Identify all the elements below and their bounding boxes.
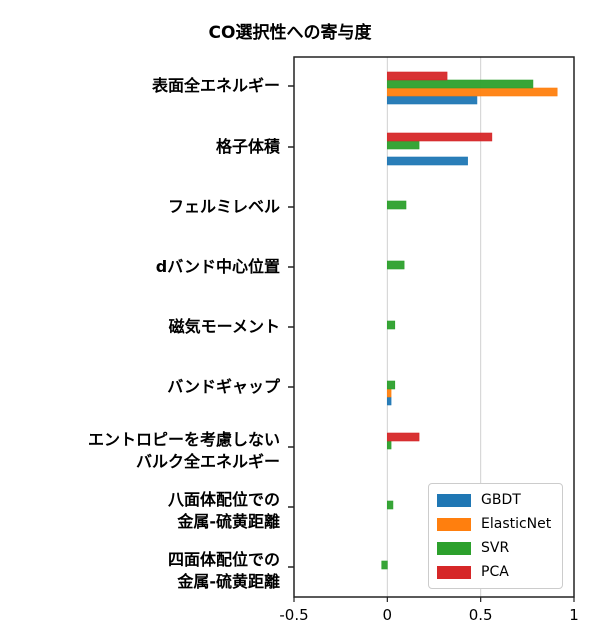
bar-gbdt [387, 95, 478, 105]
bar-svr [387, 320, 396, 330]
y-tick-label-line: dバンド中心位置 [155, 257, 280, 276]
y-tick-label-line: 格子体積 [215, 137, 280, 156]
y-tick-label-line: 四面体配位での [167, 550, 280, 569]
legend-swatch [437, 565, 471, 579]
legend-swatch [437, 493, 471, 507]
y-tick-label-line: バンドギャップ [167, 377, 280, 396]
y-tick-label-line: 表面全エネルギー [151, 76, 280, 95]
bar-pca [387, 432, 420, 442]
legend-item-svr: SVR [437, 538, 509, 558]
legend-label: SVR [481, 540, 510, 556]
bar-svr [387, 440, 392, 450]
x-tick-label: 0.5 [468, 606, 493, 624]
bar-svr [387, 140, 420, 150]
legend-item-gbdt: GBDT [437, 490, 521, 510]
bar-elasticnet [387, 87, 558, 97]
y-tick-label: エントロピーを考慮しないバルク全エネルギー [88, 429, 280, 473]
legend-item-pca: PCA [437, 562, 509, 582]
y-tick-label: バンドギャップ [167, 376, 280, 398]
x-tick-label: -0.5 [279, 606, 309, 624]
bar-elasticnet [387, 388, 392, 398]
bar-gbdt [387, 396, 392, 406]
y-tick-label: 格子体積 [216, 136, 280, 158]
x-tick-label: 1 [569, 606, 579, 624]
x-tick-label: 0 [382, 606, 393, 624]
y-tick-label: dバンド中心位置 [156, 256, 280, 278]
bar-gbdt [387, 156, 468, 166]
bar-pca [387, 132, 493, 142]
legend-label: PCA [481, 564, 509, 580]
y-tick-label: 八面体配位での金属-硫黄距離 [168, 489, 280, 533]
legend-swatch [437, 541, 471, 555]
y-tick-label-line: フェルミレベル [167, 197, 280, 216]
bar-svr [387, 79, 534, 89]
y-tick-label: 四面体配位での金属-硫黄距離 [168, 549, 280, 593]
bar-svr [387, 260, 405, 270]
y-tick-label-line: バルク全エネルギー [135, 452, 280, 471]
y-tick-label-line: エントロピーを考慮しない [87, 430, 280, 449]
y-tick-label-line: 磁気モーメント [168, 317, 280, 336]
legend-label: ElasticNet [481, 516, 552, 532]
legend: GBDT ElasticNet SVR PCA [428, 483, 563, 589]
bar-svr [387, 200, 407, 210]
y-tick-label-line: 八面体配位での [167, 490, 280, 509]
bar-svr [387, 380, 396, 390]
chart-title-text: CO選択性への寄与度 [208, 23, 372, 43]
legend-swatch [437, 517, 471, 531]
y-tick-label: フェルミレベル [168, 196, 280, 218]
bar-svr [387, 500, 394, 510]
bar-pca [387, 71, 448, 81]
legend-item-elasticnet: ElasticNet [437, 514, 551, 534]
chart-title: CO選択性への寄与度 [0, 18, 600, 43]
legend-label: GBDT [481, 492, 521, 508]
y-tick-label: 磁気モーメント [169, 316, 280, 338]
y-tick-label-line: 金属-硫黄距離 [177, 572, 280, 591]
y-tick-label-line: 金属-硫黄距離 [177, 512, 280, 531]
bar-svr [381, 560, 388, 570]
y-tick-label: 表面全エネルギー [152, 75, 280, 97]
